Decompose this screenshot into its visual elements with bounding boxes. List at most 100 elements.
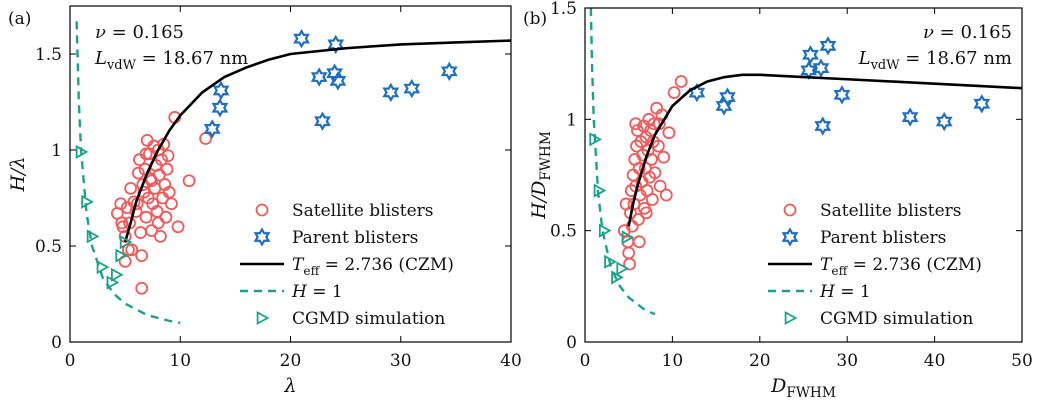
legend-label: CGMD simulation	[292, 309, 445, 329]
data-point	[326, 63, 343, 83]
data-point	[715, 96, 733, 116]
x-tick-label: 20	[280, 351, 302, 371]
data-point	[154, 229, 167, 243]
legend-marker	[783, 203, 797, 217]
data-point	[119, 235, 133, 250]
x-tick-label: 10	[662, 351, 684, 371]
data-point	[653, 179, 667, 193]
legend: Satellite blisters Parent blisters Teff = …	[240, 201, 454, 329]
data-point	[161, 149, 175, 163]
series-satellite-blisters	[111, 110, 213, 295]
legend-marker	[784, 310, 798, 326]
y-tick-label: 1	[51, 141, 62, 161]
annotation-lvdw: LvdW = 18.67 nm	[94, 48, 248, 73]
data-point	[819, 36, 837, 56]
data-point	[973, 94, 991, 114]
legend-label: H = 1	[291, 282, 343, 302]
x-tick-label: 50	[1011, 351, 1033, 371]
annotation-lvdw: LvdW = 18.67 nm	[858, 48, 1012, 73]
panel-label: (a)	[8, 9, 31, 29]
y-axis-label: H/λ	[7, 156, 29, 192]
data-point	[632, 235, 646, 249]
data-point	[589, 132, 602, 147]
data-point	[621, 230, 635, 245]
data-point	[125, 243, 139, 257]
data-point	[182, 174, 196, 188]
data-point	[667, 86, 681, 100]
data-point	[382, 82, 400, 103]
data-point	[115, 216, 129, 230]
data-point	[139, 147, 153, 161]
legend-label: Teff = 2.736 (CZM)	[820, 255, 982, 278]
data-point	[96, 260, 110, 275]
legend-label: H = 1	[819, 282, 871, 302]
data-point	[155, 153, 168, 167]
plot-area	[589, 8, 1022, 316]
data-point	[802, 45, 819, 65]
axes-frame	[584, 7, 1023, 343]
data-point	[138, 162, 152, 176]
series-satellite-blisters	[617, 75, 688, 271]
legend-label: Parent blisters	[820, 228, 946, 248]
data-point	[124, 181, 138, 195]
data-point	[81, 194, 94, 209]
legend-marker	[781, 227, 799, 247]
annotation-nu: ν = 0.165	[923, 22, 1012, 43]
x-axis-label: λ	[283, 375, 296, 397]
data-point	[632, 161, 646, 175]
data-point	[800, 60, 818, 81]
legend-label: Satellite blisters	[820, 201, 962, 221]
data-point	[203, 119, 221, 139]
x-tick-label: 0	[580, 351, 591, 371]
data-point	[327, 34, 345, 55]
y-tick-label: 1.5	[550, 0, 577, 19]
data-point	[135, 281, 149, 295]
legend-label: Teff = 2.736 (CZM)	[292, 255, 454, 278]
data-point	[659, 188, 673, 202]
data-point	[211, 98, 229, 118]
panel-label: (b)	[523, 9, 547, 29]
data-point	[145, 224, 158, 238]
data-point	[623, 257, 636, 271]
data-point	[662, 126, 676, 140]
x-tick-label: 40	[500, 351, 522, 371]
data-point	[812, 58, 830, 78]
data-point	[440, 61, 458, 81]
data-point	[674, 75, 688, 88]
data-point	[139, 210, 153, 224]
series-h-1	[589, 8, 656, 316]
legend-label: Satellite blisters	[292, 201, 434, 221]
data-point	[833, 85, 851, 105]
data-point	[145, 174, 158, 188]
series-cgmd-simulation	[589, 132, 635, 285]
data-point	[134, 226, 147, 239]
data-point	[115, 248, 129, 263]
data-point	[314, 111, 331, 131]
data-point	[604, 254, 617, 269]
series-line	[123, 39, 511, 243]
y-tick-label: 0.5	[550, 222, 577, 242]
series-t-eff-2-736-czm	[627, 73, 1022, 227]
data-point	[657, 150, 671, 164]
data-point	[814, 116, 832, 136]
data-point	[935, 111, 953, 132]
data-point	[114, 197, 128, 211]
data-point	[622, 246, 636, 260]
data-point	[293, 28, 310, 49]
series-h-1	[75, 21, 181, 324]
panel-a: (a) 0 10 20 30 40 0 0.5 1 1.5 λ H/λ ν = 0.165 LvdW = …	[7, 5, 522, 397]
data-point	[159, 210, 173, 224]
data-point	[598, 223, 612, 238]
x-tick-label: 30	[836, 351, 858, 371]
data-point	[629, 117, 643, 131]
annotation-nu: ν = 0.165	[95, 22, 184, 43]
y-axis-label: H/DFWHM	[528, 131, 554, 220]
x-tick-label: 10	[169, 351, 191, 371]
x-tick-label: 40	[924, 351, 946, 371]
series-line	[627, 73, 1022, 227]
legend: Satellite blisters Parent blisters Teff = …	[768, 201, 982, 329]
data-point	[310, 67, 328, 87]
data-point	[647, 117, 661, 131]
data-point	[616, 261, 630, 276]
x-axis-label: DFWHM	[770, 375, 836, 401]
